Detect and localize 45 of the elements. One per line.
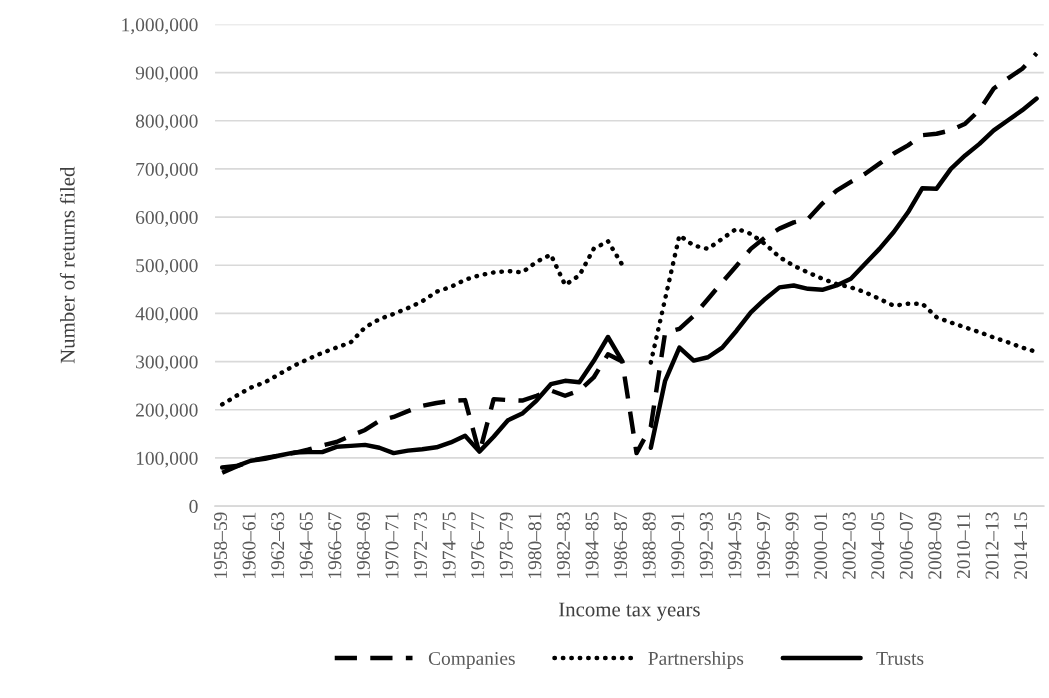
y-tick-label: 1,000,000 (122, 18, 198, 35)
x-tick-label: 1964–65 (299, 512, 313, 578)
y-tick-label: 800,000 (135, 114, 198, 131)
y-tick-label: 100,000 (136, 451, 198, 468)
x-tick-label: 1974–75 (442, 512, 456, 578)
x-tick-label: 1990–91 (671, 512, 685, 578)
x-tick-label: 1988–89 (642, 512, 656, 578)
legend-label: Companies (428, 651, 515, 669)
y-tick-label: 900,000 (135, 66, 198, 83)
x-tick-label: 1986–87 (614, 512, 628, 578)
y-tick-label: 200,000 (136, 403, 198, 420)
y-tick-label: 600,000 (136, 210, 198, 227)
x-tick-label: 1960–61 (242, 512, 256, 578)
x-tick-label: 1968–69 (356, 512, 370, 578)
x-tick-label: 1958–59 (213, 512, 228, 578)
x-tick-label: 2012–13 (985, 512, 999, 579)
y-tick-label: 700,000 (136, 162, 198, 179)
x-tick-label: 1992–93 (699, 512, 713, 578)
x-tick-label: 1996–97 (756, 512, 770, 578)
legend-label: Trusts (876, 652, 924, 665)
x-tick-label: 1970–71 (385, 512, 399, 578)
y-tick-label: 300,000 (136, 355, 198, 372)
y-tick-label: 500,000 (136, 259, 198, 275)
x-tick-label: 2002–03 (842, 512, 856, 579)
x-tick-label: 2004–05 (871, 512, 885, 579)
x-tick-label: 1962–63 (271, 512, 285, 578)
x-axis-title: Income tax years (559, 602, 700, 621)
x-tick-label: 1998–99 (785, 512, 799, 578)
y-axis-title: Number of returns filed (59, 166, 75, 364)
x-tick-label: 1984–85 (585, 512, 599, 578)
y-tick-label: 400,000 (135, 307, 198, 324)
x-tick-label: 2000–01 (814, 512, 828, 579)
y-tick-label: 0 (189, 499, 198, 513)
legend-label: Partnerships (648, 651, 744, 669)
x-tick-label: 1978–79 (499, 512, 513, 578)
x-tick-label: 2010–11 (956, 512, 971, 579)
x-tick-label: 1972–73 (414, 512, 428, 578)
x-tick-label: 1976–77 (471, 512, 485, 578)
x-tick-label: 1994–95 (728, 512, 742, 578)
x-tick-label: 2014–15 (1014, 512, 1028, 579)
x-tick-label: 1966–67 (328, 512, 342, 578)
x-tick-label: 1982–83 (556, 512, 570, 578)
x-tick-label: 2006–07 (899, 512, 913, 579)
x-tick-label: 2008–09 (928, 512, 942, 579)
x-tick-label: 1980–81 (528, 512, 542, 578)
